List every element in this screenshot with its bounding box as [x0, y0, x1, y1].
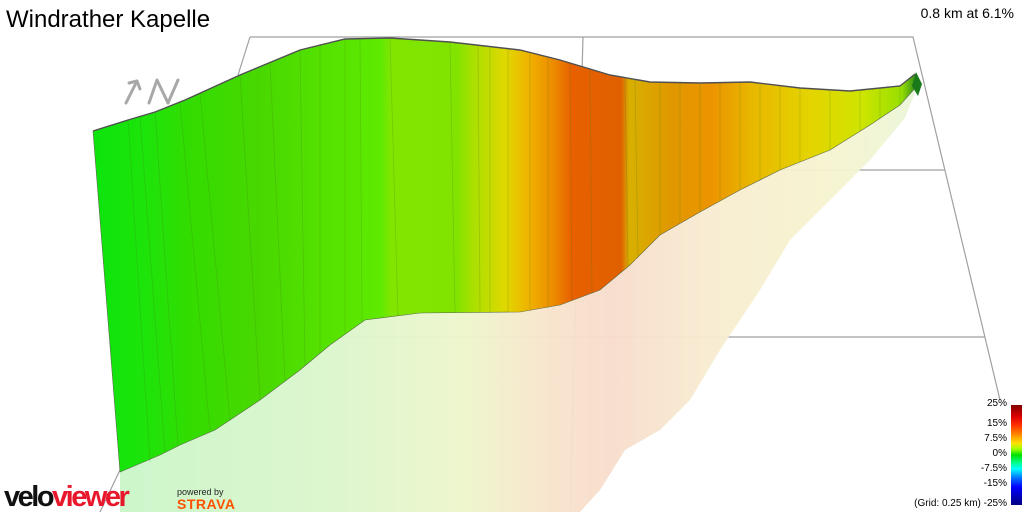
- segment-dividers: [127, 37, 901, 463]
- legend-label-neg-15: -15%: [983, 478, 1007, 489]
- powered-by-label: powered by: [177, 487, 224, 497]
- legend-label-7-5: 7.5%: [984, 433, 1007, 444]
- route-summary: 0.8 km at 6.1%: [920, 5, 1014, 21]
- legend-label-neg-7-5: -7.5%: [980, 463, 1007, 474]
- legend-label-0: 0%: [992, 448, 1007, 459]
- legend-label-15: 15%: [986, 418, 1007, 429]
- logo-velo: velo: [4, 481, 55, 513]
- legend-label-max: 25%: [986, 398, 1007, 409]
- veloviewer-logo[interactable]: veloviewer: [4, 481, 130, 513]
- profile-top-edge: [92, 37, 916, 132]
- gradient-color-bar: [1011, 405, 1022, 505]
- legend-min-value: -25%: [983, 498, 1007, 509]
- finish-marker: [912, 72, 922, 96]
- zigzag-icon: [147, 78, 180, 105]
- logo-viewer: viewer: [52, 481, 130, 513]
- grid-note: (Grid: 0.25 km): [914, 498, 981, 509]
- profile-shadow: [120, 85, 918, 512]
- arrow-up-right-icon: [124, 79, 142, 105]
- gradient-legend: 25% 15% 7.5% 0% -7.5% -15% (Grid: 0.25 k…: [884, 398, 1024, 512]
- legend-label-min: (Grid: 0.25 km) -25%: [914, 498, 1007, 509]
- route-title: Windrather Kapelle: [6, 6, 211, 33]
- view-toggle-icon[interactable]: [124, 78, 180, 105]
- strava-logo[interactable]: STRAVA: [177, 496, 236, 512]
